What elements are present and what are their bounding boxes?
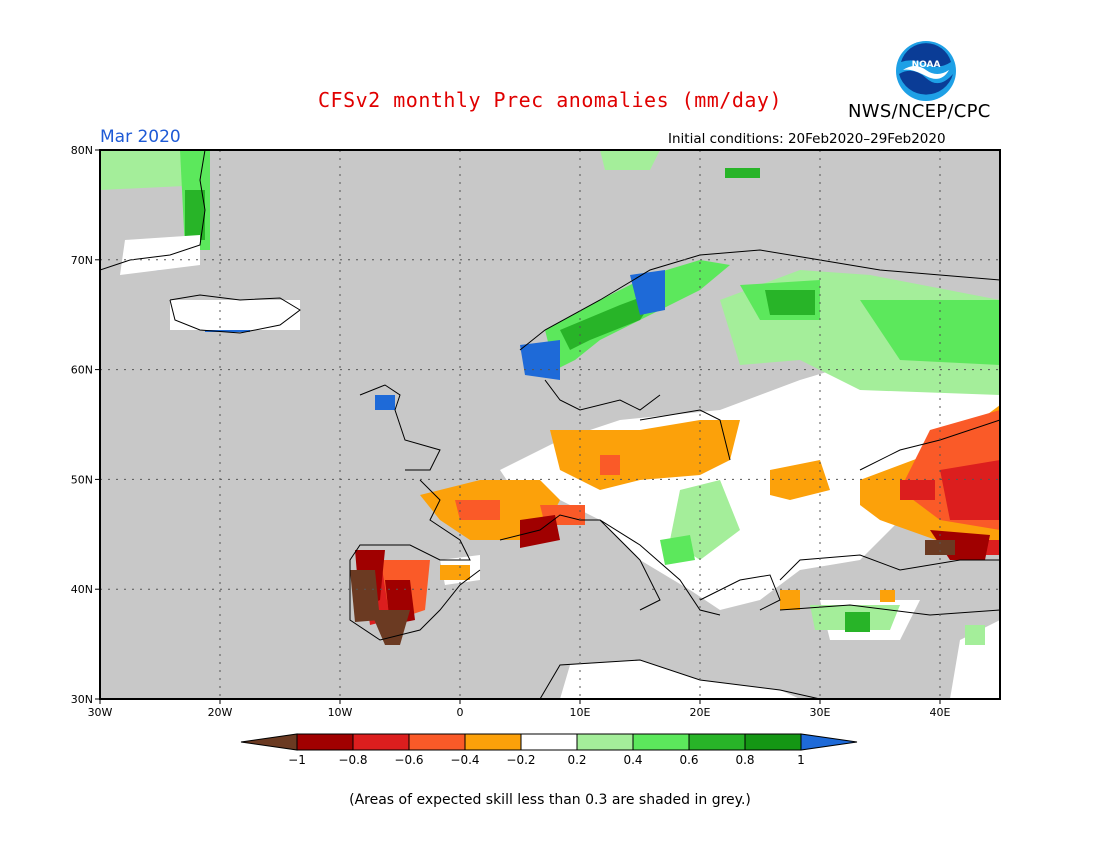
anomaly-region [520,515,560,548]
anomaly-region [860,300,1000,365]
anomaly-region [940,460,1000,520]
anomaly-region [950,620,1000,699]
coastline [169,294,301,334]
colorbar-bin [352,733,410,751]
anomaly-region [350,570,380,622]
colorbar-bin [632,733,690,751]
lon-label: 20E [690,706,711,719]
colorbar-bin [240,733,298,751]
coastline [100,150,206,271]
lat-label: 80N [71,144,93,157]
anomaly-region [725,168,760,178]
lon-label: 20W [208,706,233,719]
anomaly-region [630,270,665,315]
anomaly-region [120,235,200,275]
colorbar-label: 0.8 [735,753,754,767]
colorbar-bin [408,733,466,751]
anomaly-region [600,150,660,170]
footnote: (Areas of expected skill less than 0.3 a… [349,792,751,808]
lon-label: 40E [930,706,951,719]
lon-label: 10E [570,706,591,719]
lat-label: 30N [71,693,93,706]
anomaly-region [100,150,205,190]
lat-label: 60N [71,364,93,377]
anomaly-region [880,590,895,602]
coastline [359,384,441,471]
lon-label: 0 [457,706,464,719]
anomaly-region [500,330,1000,610]
anomaly-region [550,420,740,490]
anomaly-region [770,460,830,500]
longitude-labels: 30W 20W 10W 0 10E 20E 30E 40E [88,706,951,719]
colorbar-label: 1 [797,753,805,767]
agency-label: NWS/NCEP/CPC [848,101,991,122]
colorbar-label: 0.2 [567,753,586,767]
anomaly-region [845,612,870,632]
anomaly-region [765,290,815,315]
coastline [699,574,781,611]
anomaly-region [925,540,955,555]
colorbar-bin [520,733,578,751]
colorbar-label: −0.8 [338,753,367,767]
colorbar-bin [800,733,858,751]
noaa-logo: NOAA [896,41,956,101]
anomaly-region [440,565,470,580]
colorbar-label: −0.6 [394,753,423,767]
coastline [779,554,1000,581]
anomaly-region [560,660,800,699]
colorbar-label: −0.4 [450,753,479,767]
anomaly-region [520,340,560,380]
anomaly-region [780,590,800,610]
colorbar-label: 0.6 [679,753,698,767]
colorbar-bin [296,733,354,751]
latitude-labels: 80N 70N 60N 50N 40N 30N [71,144,93,706]
coastline [599,519,661,611]
lon-label: 30W [88,706,113,719]
lon-label: 30E [810,706,831,719]
lat-label: 40N [71,583,93,596]
colorbar-bin [688,733,746,751]
coastline [859,419,1000,471]
colorbar-bin [744,733,802,751]
anomaly-region [455,500,500,520]
colorbar-bin [576,733,634,751]
colorbar-label: 0.4 [623,753,642,767]
colorbar-label: −0.2 [506,753,535,767]
anomaly-region [965,625,985,645]
anomaly-region [370,610,410,645]
forecast-month: Mar 2020 [100,127,181,147]
coastline [639,409,731,461]
coastline [779,604,1000,616]
coastline [349,479,481,641]
coastline [544,379,661,411]
anomaly-region [170,300,300,330]
lon-label: 10W [328,706,353,719]
map-field [100,150,1000,699]
anomaly-region [560,290,660,350]
anomaly-region [900,480,935,500]
anomaly-region [600,455,620,475]
map-frame [99,149,1001,700]
initial-conditions: Initial conditions: 20Feb2020–29Feb2020 [668,131,946,147]
colorbar-bin [464,733,522,751]
lat-label: 70N [71,254,93,267]
coastline [539,659,821,699]
noaa-logo-text: NOAA [912,60,941,70]
anomaly-region [185,190,205,240]
lat-label: 50N [71,473,93,486]
chart-title: CFSv2 monthly Prec anomalies (mm/day) [317,88,783,112]
anomaly-region [660,535,695,565]
colorbar: −1 −0.8 −0.6 −0.4 −0.2 0.2 0.4 0.6 0.8 1 [240,733,858,767]
colorbar-label: −1 [288,753,306,767]
anomaly-region [375,395,395,410]
